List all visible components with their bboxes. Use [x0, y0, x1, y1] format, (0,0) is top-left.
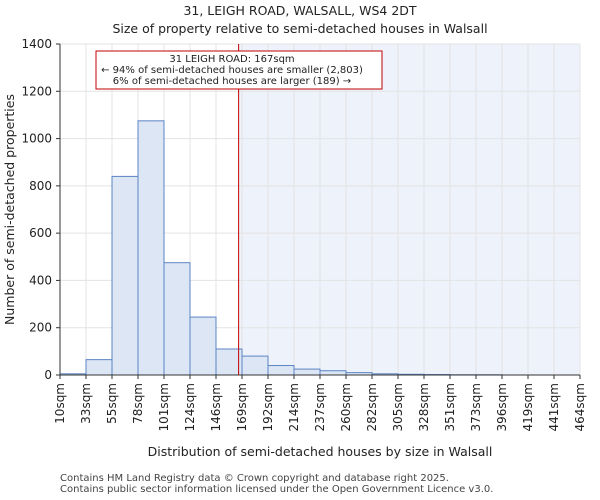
histogram-chart: 0 200 400 600 800 1000 1200 1400 10sqm 33sqm 55sqm…: [2, 37, 587, 459]
x-tick-label: 146sqm: [209, 383, 223, 431]
x-tick-label: 351sqm: [443, 383, 457, 431]
x-tick-label: 373sqm: [469, 383, 483, 431]
histogram-bar[interactable]: [85, 359, 113, 376]
x-tick-label: 260sqm: [339, 383, 353, 431]
y-tick-label: 0: [44, 368, 52, 382]
x-tick-label: 55sqm: [105, 383, 119, 424]
y-tick-label: 1000: [21, 132, 52, 146]
chart-subtitle: Size of property relative to semi-detach…: [112, 21, 488, 36]
histogram-bar[interactable]: [241, 355, 269, 376]
histogram-bar[interactable]: [163, 262, 191, 376]
y-tick-label: 200: [29, 321, 52, 335]
y-tick-label: 1400: [21, 37, 52, 51]
x-tick-label: 101sqm: [157, 383, 171, 431]
chart-title: 31, LEIGH ROAD, WALSALL, WS4 2DT: [183, 3, 417, 18]
x-tick-label: 328sqm: [417, 383, 431, 431]
histogram-bar[interactable]: [319, 370, 347, 376]
x-tick-label: 78sqm: [131, 383, 145, 424]
y-tick-label: 1200: [21, 84, 52, 98]
histogram-bar[interactable]: [111, 175, 139, 376]
footer-line-1: Contains HM Land Registry data © Crown c…: [60, 473, 449, 484]
histogram-bar[interactable]: [189, 316, 217, 376]
x-tick-label: 169sqm: [235, 383, 249, 431]
x-tick-label: 464sqm: [573, 383, 587, 431]
x-tick-label: 419sqm: [521, 383, 535, 431]
x-tick-label: 282sqm: [365, 383, 379, 431]
histogram-bar[interactable]: [137, 120, 165, 376]
x-tick-label: 441sqm: [547, 383, 561, 431]
footer-line-2: Contains public sector information licen…: [60, 484, 494, 495]
x-tick-label: 124sqm: [183, 383, 197, 431]
x-tick-label: 214sqm: [287, 383, 301, 431]
histogram-bar[interactable]: [215, 348, 243, 376]
x-tick-label: 33sqm: [79, 383, 93, 424]
y-tick-label: 400: [29, 273, 52, 287]
y-tick-label: 600: [29, 226, 52, 240]
x-tick-label: 396sqm: [495, 383, 509, 431]
larger-region-shade: [238, 44, 580, 375]
annotation-larger: 6% of semi-detached houses are larger (1…: [113, 76, 351, 87]
histogram-bar[interactable]: [267, 365, 295, 376]
x-tick-label: 237sqm: [313, 383, 327, 431]
x-tick-label: 10sqm: [53, 383, 67, 424]
x-tick-label: 192sqm: [261, 383, 275, 431]
annotation-box: [95, 50, 383, 90]
x-tick-label: 305sqm: [391, 383, 405, 431]
annotation-smaller: ← 94% of semi-detached houses are smalle…: [101, 65, 363, 76]
annotation-title: 31 LEIGH ROAD: 167sqm: [169, 54, 294, 65]
histogram-bar[interactable]: [293, 368, 321, 376]
y-tick-label: 800: [29, 179, 52, 193]
y-axis-title: Number of semi-detached properties: [2, 94, 17, 325]
x-axis-title: Distribution of semi-detached houses by …: [148, 444, 493, 459]
